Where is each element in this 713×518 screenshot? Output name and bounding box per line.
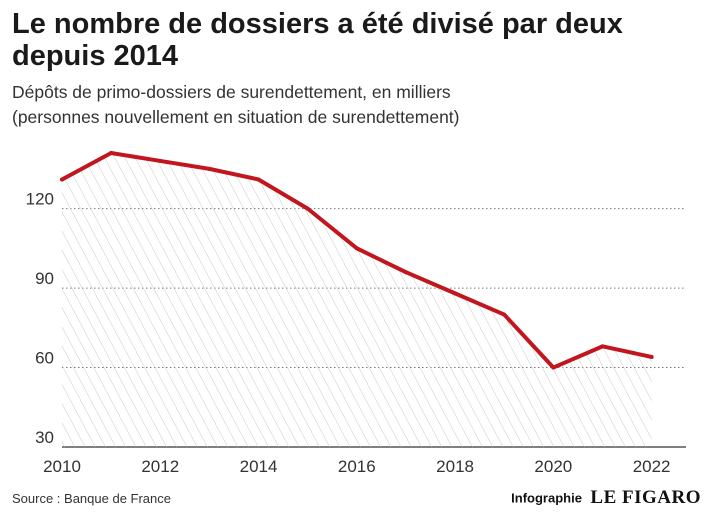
data-point-2016 xyxy=(354,246,359,251)
area-hatch xyxy=(62,153,652,447)
data-point-2015 xyxy=(305,206,310,211)
publisher-credit: Infographie LE FIGARO xyxy=(511,487,701,509)
x-tick-label-2020: 2020 xyxy=(534,457,572,476)
y-tick-label-120: 120 xyxy=(26,190,54,209)
data-point-2012 xyxy=(158,158,163,163)
subtitle-line-1: Dépôts de primo-dossiers de surendetteme… xyxy=(12,82,451,102)
infographie-label: Infographie xyxy=(511,490,582,506)
x-tick-label-2010: 2010 xyxy=(43,457,81,476)
data-point-2014 xyxy=(256,177,261,182)
x-tick-label-2022: 2022 xyxy=(633,457,671,476)
x-tick-label-2018: 2018 xyxy=(436,457,474,476)
x-tick-label-2014: 2014 xyxy=(240,457,278,476)
x-tick-label-2012: 2012 xyxy=(141,457,179,476)
x-tick-labels: 2010 2012 2014 2016 2018 2020 2022 xyxy=(43,457,670,476)
data-point-2011 xyxy=(109,151,114,155)
data-point-2018 xyxy=(453,291,458,296)
data-point-2017 xyxy=(403,270,408,275)
data-point-2020 xyxy=(551,365,556,370)
data-point-2013 xyxy=(207,166,212,171)
subtitle-line-2: (personnes nouvellement en situation de … xyxy=(12,107,460,127)
y-tick-label-30: 30 xyxy=(35,428,54,447)
source-note: Source : Banque de France xyxy=(12,491,171,506)
y-tick-label-90: 90 xyxy=(35,269,54,288)
data-point-2010 xyxy=(60,177,64,182)
data-point-2022 xyxy=(649,354,654,359)
chart-subtitle: Dépôts de primo-dossiers de surendetteme… xyxy=(12,80,702,130)
x-tick-label-2016: 2016 xyxy=(338,457,376,476)
y-tick-labels: 30 60 90 120 xyxy=(26,190,54,447)
chart-title: Le nombre de dossiers a été divisé par d… xyxy=(12,8,623,72)
y-tick-label-60: 60 xyxy=(35,349,54,368)
series-line xyxy=(60,151,654,370)
area-fill xyxy=(62,153,652,447)
data-point-2021 xyxy=(600,344,605,349)
le-figaro-logo: LE FIGARO xyxy=(590,487,701,508)
line-chart: 30 60 90 120 2010 2012 2014 2016 2018 2020 2022 xyxy=(26,151,686,476)
data-point-2019 xyxy=(502,312,507,317)
